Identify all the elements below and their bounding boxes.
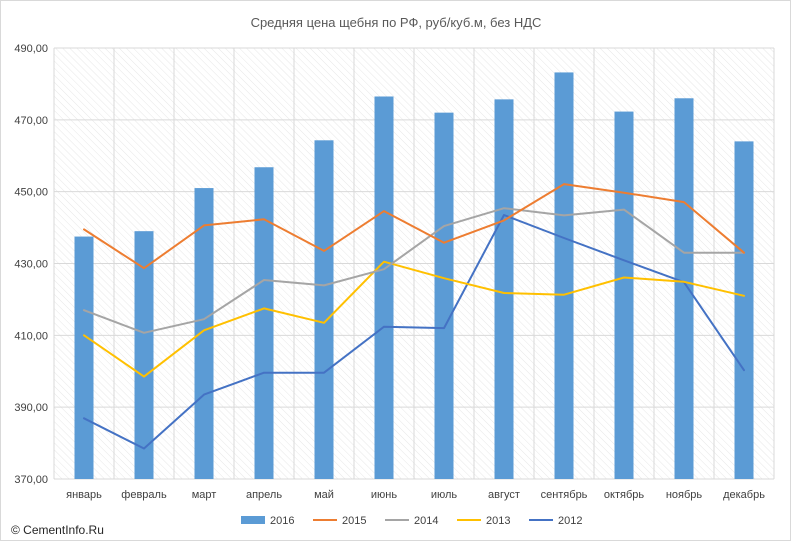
bar-2016 (74, 236, 94, 479)
legend-label-2013: 2013 (486, 515, 510, 527)
line-2014 (83, 207, 745, 334)
x-axis: январь февраль март апрель май июнь июль август… (66, 489, 765, 501)
line-2015 (83, 183, 745, 270)
x-tick-label: сентябрь (541, 489, 588, 501)
legend-label-2012: 2012 (558, 515, 582, 527)
x-tick-label: октябрь (604, 489, 644, 501)
y-tick-label: 390,00 (14, 402, 48, 414)
x-tick-label: апрель (246, 489, 282, 501)
y-tick-label: 410,00 (14, 330, 48, 342)
bar-2016 (254, 167, 274, 479)
x-tick-label: декабрь (723, 489, 765, 501)
y-tick-label: 490,00 (14, 43, 48, 55)
bar-2016 (734, 141, 754, 479)
grid-layer (53, 47, 775, 480)
bar-2016 (434, 112, 454, 480)
x-tick-label: июль (431, 489, 458, 501)
x-tick-label: январь (66, 489, 102, 501)
x-tick-label: май (314, 489, 334, 501)
bars-layer (74, 72, 754, 480)
y-axis: 370,00 390,00 410,00 430,00 450,00 470,00 490,… (14, 43, 48, 486)
x-tick-label: август (488, 489, 520, 501)
chart-title: Средняя цена щебня по РФ, руб/куб.м, без… (251, 15, 542, 30)
y-tick-label: 450,00 (14, 187, 48, 199)
bar-2016 (134, 231, 154, 479)
line-2012 (83, 214, 745, 450)
bar-2016 (374, 96, 394, 480)
bar-2016 (614, 111, 634, 479)
bar-2016 (314, 140, 334, 479)
x-tick-label: ноябрь (666, 489, 703, 501)
x-tick-label: март (192, 489, 217, 501)
y-tick-label: 430,00 (14, 259, 48, 271)
y-tick-label: 470,00 (14, 115, 48, 127)
line-2013 (83, 260, 745, 378)
copyright-text: © CementInfo.Ru (11, 523, 104, 537)
x-tick-label: февраль (121, 489, 167, 501)
legend-label-2014: 2014 (414, 515, 438, 527)
bar-2016 (554, 72, 574, 479)
lines-layer (83, 183, 745, 450)
legend-swatch-2016 (241, 516, 265, 524)
y-tick-label: 370,00 (14, 474, 48, 486)
bar-2016 (194, 188, 214, 479)
x-tick-label: июнь (371, 489, 397, 501)
legend-label-2015: 2015 (342, 515, 366, 527)
bar-2016 (494, 99, 514, 479)
legend: 2016 2015 2014 2013 2012 (241, 515, 582, 527)
legend-label-2016: 2016 (270, 515, 294, 527)
bar-2016 (674, 98, 694, 480)
